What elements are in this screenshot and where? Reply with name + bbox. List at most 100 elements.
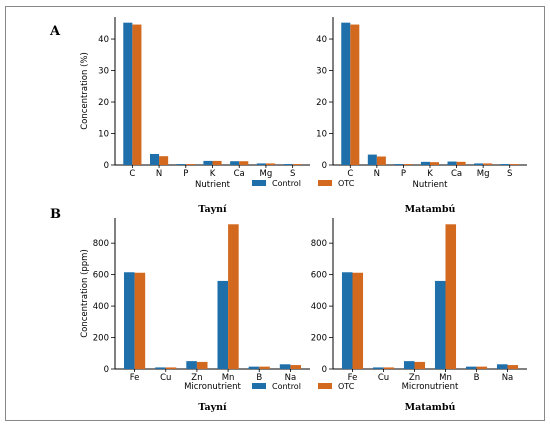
bar-otc-cu [383,367,395,369]
subplot-title: Matambú [405,402,456,413]
bar-otc-na [290,365,302,369]
y-tick-label: 800 [93,239,109,249]
x-tick-label-n: N [156,169,162,179]
bar-control-k [420,161,430,165]
y-tick-label: 800 [311,239,327,249]
bar-control-ca [447,161,457,165]
bar-control-c [341,22,351,165]
legend: Control OTC [252,179,355,188]
bar-control-n [149,153,160,165]
x-tick-label-na: Na [285,373,297,383]
y-axis-label: Concentration (%) [80,52,90,130]
x-axis-label: Nutrient [413,180,449,190]
x-tick-label-n: N [374,169,380,179]
x-tick-label-ca: Ca [234,169,245,179]
bar-control-na [496,364,508,369]
bar-otc-n [376,156,386,165]
y-tick-label: 600 [93,271,109,281]
y-tick-label: 20 [316,98,327,108]
bar-control-k [203,160,213,165]
bar-control-na [279,364,291,369]
legend-swatch-otc [318,383,332,389]
x-tick-label-mg: Mg [477,169,490,179]
bar-otc-fe [352,272,364,369]
bar-otc-cu [165,367,177,369]
bar-otc-mg [265,163,276,165]
bar-control-mg [256,163,266,165]
x-tick-label-k: K [210,169,216,179]
bar-otc-s [509,164,519,165]
x-tick-label-b: B [256,373,262,383]
x-tick-label-mn: Mn [222,373,235,383]
bar-control-b [248,366,260,369]
x-tick-label-ca: Ca [451,169,462,179]
bar-otc-mg [483,163,493,165]
y-tick-label: 400 [311,302,327,312]
subplot-title: Matambú [405,204,456,215]
y-tick-label: 30 [98,67,109,77]
bar-otc-ca [239,161,249,165]
bar-otc-fe [134,272,146,369]
x-tick-label-zn: Zn [191,373,202,383]
x-tick-label-cu: Cu [160,373,171,383]
chart-a-left: 0 10 20 30 40 C N P K Ca Mg S Nutrient Concentration … [80,17,355,215]
x-tick-label-b: B [474,373,480,383]
x-tick-label-na: Na [502,373,514,383]
bar-control-cu [155,367,166,369]
bar-otc-mn [445,224,457,369]
y-tick-label: 200 [311,334,327,344]
x-tick-label-fe: Fe [348,373,358,383]
y-tick-label: 10 [98,130,109,140]
x-tick-label-mg: Mg [260,169,273,179]
bar-otc-c [350,24,360,165]
bar-otc-k [430,162,440,165]
bar-otc-ca [456,161,466,165]
bar-otc-b [259,366,270,369]
bar-control-fe [341,272,353,369]
bar-control-s [500,164,510,165]
bar-otc-na [507,365,519,369]
x-tick-label-fe: Fe [130,373,140,383]
bar-otc-k [212,160,222,165]
y-tick-label: 20 [98,98,109,108]
x-tick-label-mn: Mn [439,373,452,383]
bar-control-s [283,164,293,165]
legend-swatch-control [252,383,266,389]
x-tick-label-k: K [427,169,433,179]
subplot-title: Tayní [198,402,227,413]
bar-control-p [176,164,186,165]
y-tick-label: 0 [322,161,327,171]
legend-label-otc: OTC [338,179,355,188]
bar-control-mg [474,163,484,165]
x-tick-label-zn: Zn [409,373,420,383]
bar-control-c [123,22,133,165]
bar-otc-p [185,164,195,165]
x-tick-label-s: S [507,169,512,179]
chart-a-right: 0 10 20 30 40 C N P K Ca Mg S Nutrient Matambú [316,17,527,215]
x-tick-label-p: P [183,169,188,179]
bar-control-p [394,164,404,165]
x-axis-label: Micronutrient [184,382,241,392]
bar-control-zn [186,361,197,369]
legend-label-otc: OTC [338,382,355,391]
subplot-title: Tayní [198,204,227,215]
legend: Control OTC [252,382,355,391]
legend-label-control: Control [272,179,301,188]
bar-control-b [465,366,477,369]
bar-control-n [367,154,377,165]
x-tick-label-c: C [347,169,353,179]
bar-otc-s [292,164,302,165]
bar-otc-b [476,366,488,369]
y-tick-label: 0 [104,365,109,375]
bar-control-ca [230,161,240,165]
y-tick-label: 30 [316,67,327,77]
x-tick-label-s: S [290,169,295,179]
bar-control-cu [372,367,384,369]
chart-b-right: 0 200 400 600 800 Fe Cu Zn Mn B Na Micronutrient Mat… [311,218,527,413]
y-tick-label: 0 [104,161,109,171]
bar-control-mn [434,280,446,369]
x-axis-label: Nutrient [195,180,231,190]
legend-swatch-control [252,180,266,186]
bar-otc-mn [228,224,239,369]
